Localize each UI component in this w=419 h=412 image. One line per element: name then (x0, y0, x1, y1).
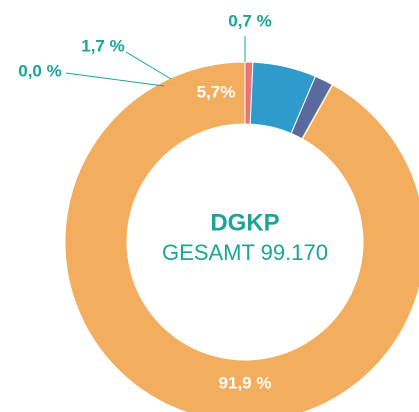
value-label: 1,7 % (81, 36, 124, 55)
value-label: 91,9 % (219, 373, 272, 392)
center-subtitle: GESAMT 99.170 (162, 240, 328, 265)
value-label: 0,0 % (18, 61, 61, 80)
leader-line (65, 72, 165, 87)
center-title: DGKP (210, 209, 279, 236)
value-label: 0,7 % (228, 11, 271, 30)
value-label: 5,7% (197, 82, 236, 101)
donut-segment (64, 61, 419, 412)
leader-line (125, 51, 172, 80)
